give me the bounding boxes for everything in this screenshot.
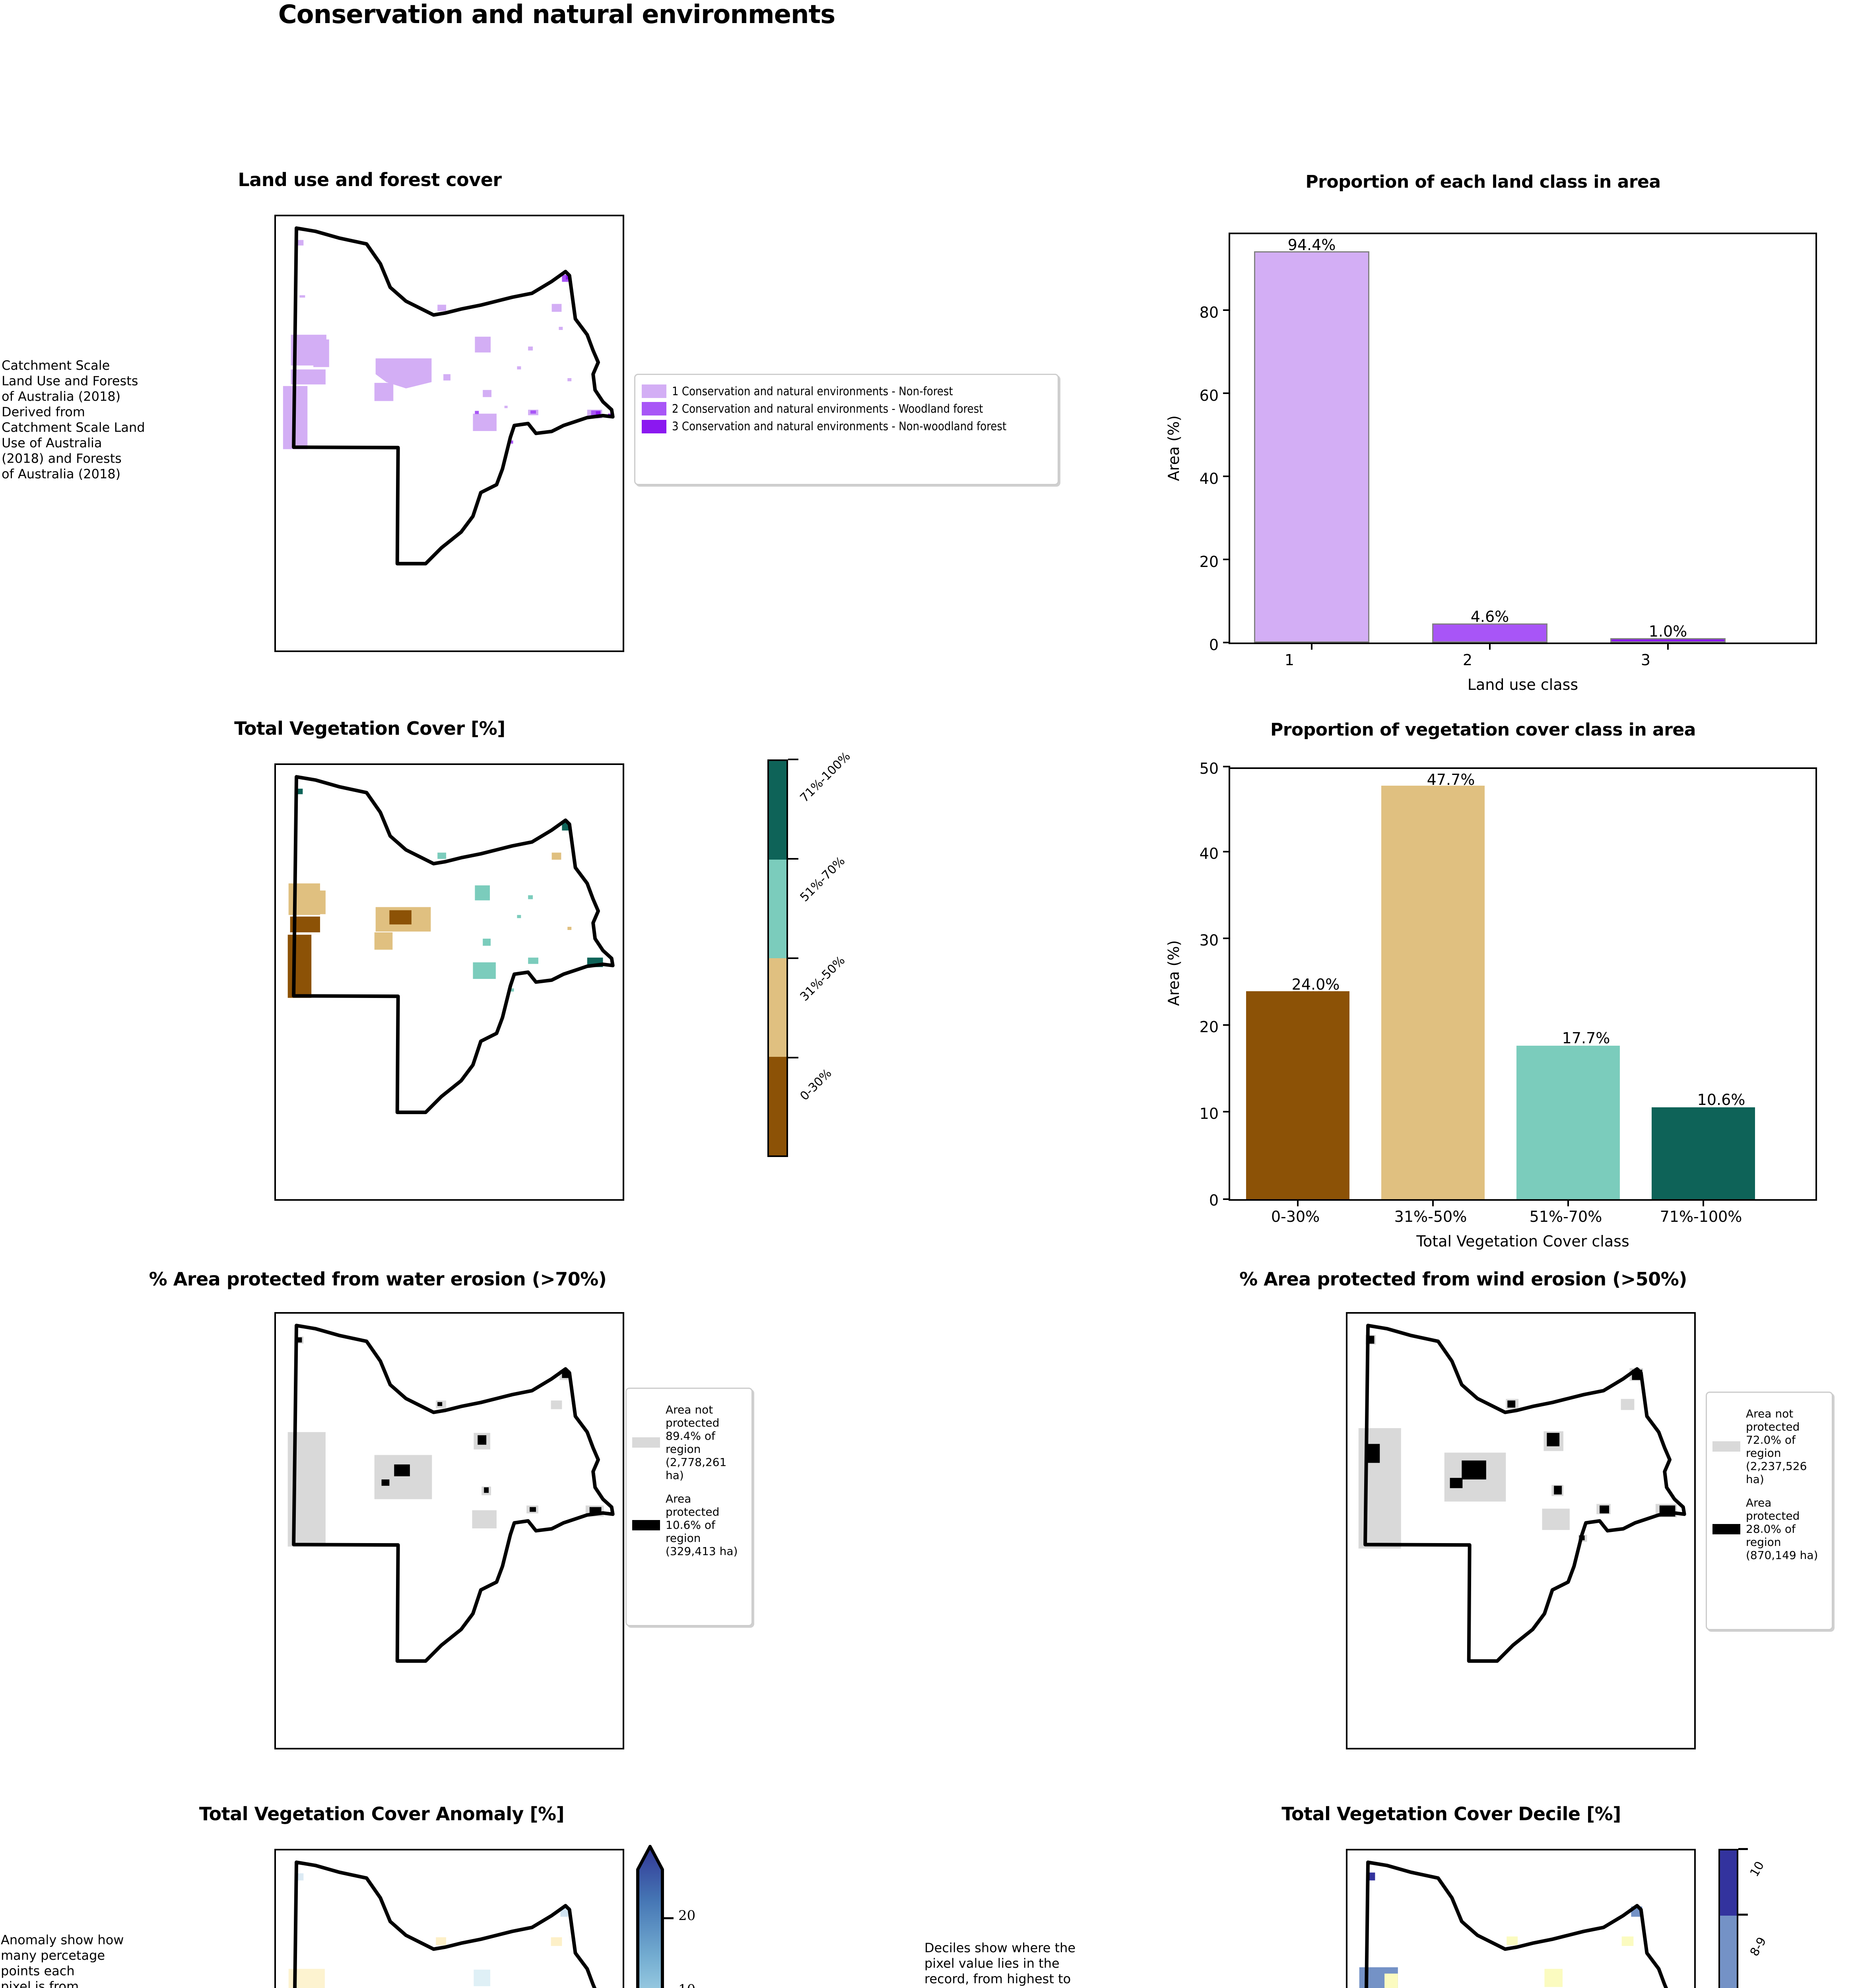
bar-veg-31-50[interactable]: [1381, 786, 1485, 1199]
legend-swatch-class-2: [642, 402, 666, 416]
legend-item: Area protected 28.0% of region (870,149 …: [1712, 1496, 1826, 1562]
bar-value-label: 24.0%: [1291, 976, 1340, 993]
legend-item: Area protected 10.6% of region (329,413 …: [632, 1492, 746, 1558]
legend-swatch-not-protected: [1712, 1441, 1740, 1452]
bar-class-2[interactable]: [1432, 623, 1547, 643]
wind-erosion-map[interactable]: [1346, 1312, 1696, 1749]
bar-value-label: 10.6%: [1697, 1091, 1745, 1109]
legend-label: 2 Conservation and natural environments …: [672, 402, 983, 416]
anomaly-colorbar[interactable]: [636, 1845, 664, 1988]
cbar-seg-10: [1720, 1850, 1737, 1916]
cbar-seg-51-70: [769, 860, 786, 958]
x-tick-label: 51%-70%: [1529, 1208, 1602, 1225]
y-tick-label: 30: [1199, 932, 1219, 949]
y-tick-label: 40: [1199, 845, 1219, 862]
legend-item: Area not protected 89.4% of region (2,77…: [632, 1403, 746, 1482]
legend-swatch-class-1: [642, 384, 666, 398]
decile-sidenote: Deciles show where the pixel value lies …: [924, 1940, 1076, 1988]
legend-label: 3 Conservation and natural environments …: [672, 419, 1007, 433]
page-title: Conservation and natural environments: [278, 0, 836, 29]
cbar-label-8-9: 8-9: [1747, 1935, 1769, 1959]
land-class-chart-plot[interactable]: 94.4% 4.6% 1.0%: [1223, 233, 1817, 650]
y-tick-label: 0: [1209, 1192, 1219, 1209]
bar-value-label: 17.7%: [1562, 1029, 1610, 1047]
legend-label: Area not protected 72.0% of region (2,23…: [1746, 1407, 1807, 1486]
legend-swatch-protected: [632, 1520, 660, 1530]
cbar-seg-8-9: [1720, 1915, 1737, 1988]
y-tick-label: 60: [1199, 387, 1219, 404]
cbar-seg-31-50: [769, 958, 786, 1057]
legend-swatch-class-3: [642, 419, 666, 433]
bar-class-3[interactable]: [1610, 638, 1726, 643]
cbar-tick-label: 10: [678, 1982, 695, 1988]
bar-veg-71-100[interactable]: [1652, 1107, 1755, 1199]
y-tick-label: 20: [1199, 1018, 1219, 1036]
x-tick-label: 2: [1462, 651, 1473, 669]
water-erosion-legend[interactable]: Area not protected 89.4% of region (2,77…: [625, 1388, 753, 1626]
x-tick-label: 31%-50%: [1394, 1208, 1467, 1225]
legend-label: 1 Conservation and natural environments …: [672, 384, 953, 398]
land-use-map-title: Land use and forest cover: [238, 169, 502, 190]
wind-erosion-legend[interactable]: Area not protected 72.0% of region (2,23…: [1706, 1392, 1833, 1630]
x-axis-title: Land use class: [1467, 676, 1578, 693]
legend-item: Area not protected 72.0% of region (2,23…: [1712, 1407, 1826, 1486]
legend-label: Area not protected 89.4% of region (2,77…: [666, 1403, 727, 1482]
legend-swatch-protected: [1712, 1524, 1740, 1534]
decile-map-title: Total Vegetation Cover Decile [%]: [1281, 1803, 1621, 1825]
cbar-label-31-50: 31%-50%: [797, 953, 848, 1004]
legend-item: 3 Conservation and natural environments …: [642, 419, 1051, 433]
bar-value-label: 94.4%: [1287, 236, 1336, 254]
decile-colorbar[interactable]: [1718, 1849, 1738, 1988]
legend-swatch-not-protected: [632, 1437, 660, 1448]
veg-class-chart-title: Proportion of vegetation cover class in …: [1270, 720, 1696, 740]
decile-map[interactable]: [1346, 1849, 1696, 1988]
anomaly-sidenote: Anomaly show how many percetage points e…: [1, 1932, 124, 1988]
x-tick-label: 71%-100%: [1660, 1208, 1742, 1225]
y-tick-label: 50: [1199, 760, 1219, 777]
y-tick-label: 40: [1199, 470, 1219, 487]
bar-class-1[interactable]: [1254, 251, 1369, 643]
cbar-label-10: 10: [1747, 1859, 1767, 1879]
y-tick-label: 20: [1199, 553, 1219, 571]
y-tick-label: 10: [1199, 1105, 1219, 1122]
veg-cover-map-title: Total Vegetation Cover [%]: [234, 718, 505, 739]
water-erosion-map[interactable]: [274, 1312, 624, 1749]
anomaly-map[interactable]: [274, 1849, 624, 1988]
bar-value-label: 4.6%: [1470, 608, 1509, 625]
legend-item: 2 Conservation and natural environments …: [642, 402, 1051, 416]
land-use-map[interactable]: [274, 215, 624, 652]
legend-item: 1 Conservation and natural environments …: [642, 384, 1051, 398]
veg-cover-map[interactable]: [274, 763, 624, 1201]
cbar-label-51-70: 51%-70%: [797, 854, 848, 905]
x-axis-title: Total Vegetation Cover class: [1416, 1233, 1629, 1250]
bar-veg-0-30[interactable]: [1246, 991, 1349, 1199]
anomaly-map-title: Total Vegetation Cover Anomaly [%]: [199, 1803, 565, 1825]
legend-label: Area protected 10.6% of region (329,413 …: [666, 1492, 738, 1558]
cbar-label-71-100: 71%-100%: [797, 749, 853, 805]
bar-value-label: 1.0%: [1648, 623, 1687, 640]
y-tick-label: 80: [1199, 304, 1219, 321]
cbar-seg-71-100: [769, 761, 786, 860]
x-tick-label: 3: [1641, 651, 1651, 669]
land-use-sidenote: Catchment Scale Land Use and Forests of …: [2, 358, 145, 482]
veg-cover-colorbar[interactable]: [767, 759, 788, 1157]
water-erosion-map-title: % Area protected from water erosion (>70…: [149, 1268, 607, 1290]
cbar-tick: [663, 1917, 674, 1919]
cbar-label-0-30: 0-30%: [797, 1066, 835, 1103]
cbar-seg-0-30: [769, 1057, 786, 1155]
x-tick-label: 0-30%: [1271, 1208, 1320, 1225]
y-axis-title: Area (%): [1165, 415, 1182, 481]
x-tick-label: 1: [1284, 651, 1295, 669]
wind-erosion-map-title: % Area protected from wind erosion (>50%…: [1239, 1268, 1687, 1290]
bar-veg-51-70[interactable]: [1516, 1046, 1620, 1199]
legend-label: Area protected 28.0% of region (870,149 …: [1746, 1496, 1818, 1562]
land-use-legend[interactable]: 1 Conservation and natural environments …: [634, 374, 1059, 485]
land-class-chart-title: Proportion of each land class in area: [1305, 172, 1661, 192]
bar-value-label: 47.7%: [1427, 771, 1475, 788]
cbar-tick-label: 20: [678, 1908, 696, 1924]
y-tick-label: 0: [1209, 636, 1219, 654]
veg-class-chart-plot[interactable]: 24.0% 47.7% 17.7% 10.6%: [1223, 766, 1817, 1206]
y-axis-title: Area (%): [1165, 940, 1182, 1006]
